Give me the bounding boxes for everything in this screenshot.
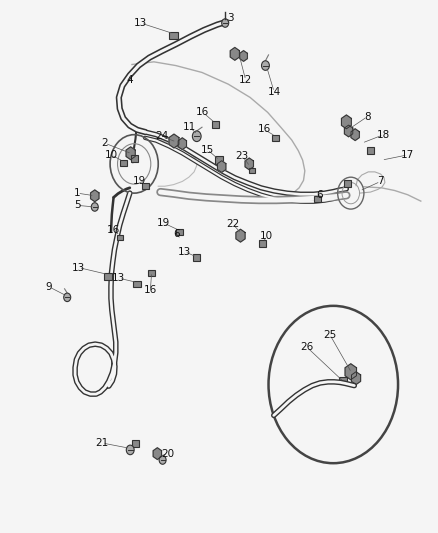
Bar: [117, 235, 123, 240]
Polygon shape: [90, 190, 99, 201]
Polygon shape: [178, 138, 186, 150]
Text: 8: 8: [363, 111, 370, 122]
Text: 19: 19: [133, 176, 146, 187]
Text: 14: 14: [267, 87, 280, 97]
Bar: [338, 377, 346, 384]
Bar: [141, 182, 148, 189]
Text: 16: 16: [107, 225, 120, 236]
Polygon shape: [344, 364, 356, 379]
Text: 22: 22: [226, 219, 239, 229]
Text: 26: 26: [300, 342, 313, 352]
Circle shape: [192, 131, 201, 142]
Bar: [120, 160, 127, 166]
Polygon shape: [126, 147, 135, 160]
Bar: [104, 272, 112, 279]
Polygon shape: [230, 47, 239, 60]
Text: 10: 10: [260, 231, 273, 241]
Text: 1: 1: [74, 188, 81, 198]
Text: 13: 13: [134, 18, 147, 28]
Bar: [258, 240, 265, 247]
Text: 16: 16: [196, 107, 209, 117]
Text: 20: 20: [161, 449, 174, 458]
Polygon shape: [153, 448, 161, 459]
Bar: [169, 31, 177, 39]
Bar: [148, 270, 155, 276]
Polygon shape: [217, 161, 225, 172]
Text: 24: 24: [155, 131, 168, 141]
Bar: [272, 135, 279, 141]
Text: 16: 16: [257, 124, 270, 134]
Bar: [131, 156, 138, 162]
Circle shape: [126, 445, 134, 455]
Circle shape: [261, 61, 269, 70]
Bar: [175, 229, 182, 235]
Polygon shape: [169, 134, 179, 148]
Text: 10: 10: [104, 150, 117, 160]
Text: 9: 9: [46, 282, 52, 292]
Text: 17: 17: [400, 150, 413, 160]
Text: 4: 4: [126, 76, 133, 85]
Polygon shape: [239, 51, 247, 61]
Bar: [314, 196, 320, 202]
Text: 7: 7: [376, 176, 383, 187]
Bar: [211, 122, 218, 128]
Circle shape: [64, 293, 71, 302]
Text: 19: 19: [156, 218, 170, 228]
Circle shape: [159, 456, 166, 464]
Text: 11: 11: [183, 122, 196, 132]
Text: 6: 6: [315, 190, 322, 200]
Text: 13: 13: [177, 247, 191, 256]
Bar: [132, 440, 139, 447]
Bar: [249, 168, 255, 173]
Bar: [343, 180, 350, 187]
Bar: [193, 254, 200, 261]
Text: 25: 25: [322, 329, 336, 340]
Bar: [366, 147, 374, 155]
Text: 12: 12: [239, 76, 252, 85]
Text: 18: 18: [376, 130, 389, 140]
Polygon shape: [344, 125, 352, 137]
Text: 16: 16: [143, 286, 157, 295]
Text: 13: 13: [72, 263, 85, 272]
Bar: [133, 280, 141, 287]
Polygon shape: [244, 158, 253, 169]
Circle shape: [91, 203, 98, 211]
Polygon shape: [341, 115, 350, 129]
Text: 13: 13: [112, 273, 125, 283]
Circle shape: [221, 19, 228, 27]
Text: 2: 2: [101, 138, 108, 148]
Polygon shape: [350, 129, 359, 141]
Text: 6: 6: [173, 229, 180, 239]
Polygon shape: [235, 229, 244, 242]
Text: 21: 21: [95, 438, 109, 448]
Bar: [214, 157, 222, 164]
Text: 23: 23: [235, 151, 248, 161]
Text: 5: 5: [74, 200, 81, 211]
Text: 15: 15: [200, 144, 213, 155]
Polygon shape: [351, 372, 360, 384]
Text: 3: 3: [226, 13, 233, 23]
